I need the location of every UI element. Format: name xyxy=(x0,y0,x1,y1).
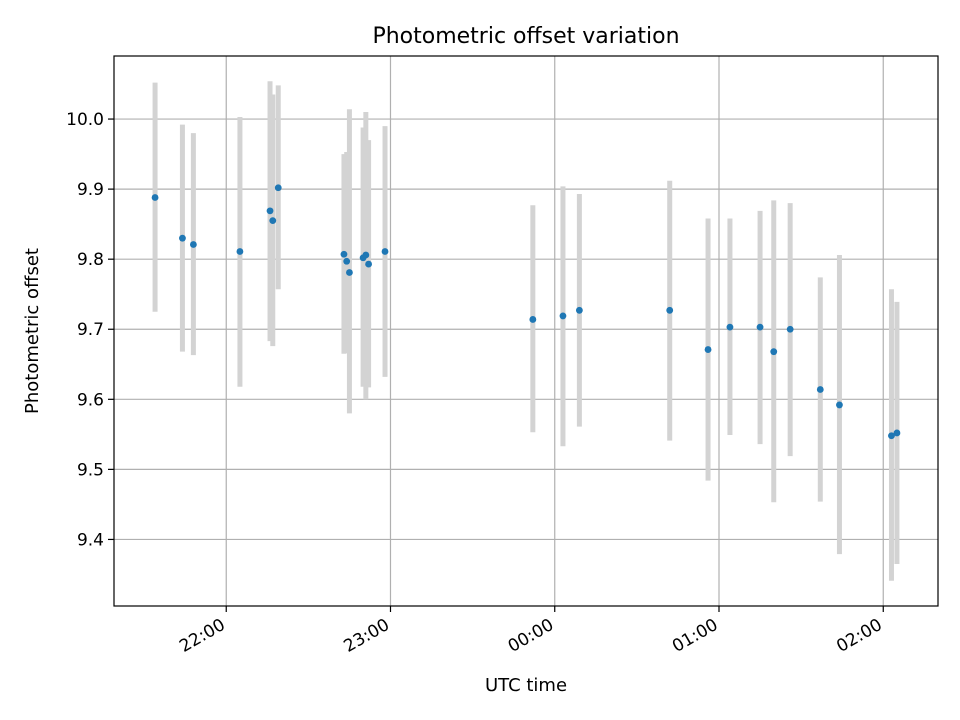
y-tick-label: 9.5 xyxy=(77,460,104,480)
y-tick-label: 9.8 xyxy=(77,250,104,270)
y-tick-label: 9.4 xyxy=(77,530,104,550)
data-point xyxy=(266,207,274,215)
plot-frame xyxy=(113,55,939,607)
y-axis: 9.4 9.5 9.6 9.7 9.8 9.9 10.0 xyxy=(66,110,114,550)
data-point xyxy=(893,429,901,437)
data-point xyxy=(189,241,197,248)
data-point xyxy=(726,323,734,331)
y-tick-label: 9.6 xyxy=(77,390,104,410)
data-point xyxy=(381,248,389,255)
data-point xyxy=(836,401,843,409)
y-tick-label: 9.9 xyxy=(77,180,104,200)
y-axis-label: Photometric offset xyxy=(22,248,43,414)
data-point xyxy=(362,251,370,259)
data-point xyxy=(704,346,712,353)
data-point xyxy=(340,250,348,258)
data-point xyxy=(236,248,244,255)
data-point xyxy=(529,316,537,323)
data-point xyxy=(559,312,567,320)
data-point xyxy=(274,184,282,192)
data-point xyxy=(888,432,895,440)
data-point xyxy=(575,306,583,314)
grid xyxy=(114,56,938,606)
data-point xyxy=(346,269,353,276)
data-point xyxy=(343,257,351,265)
data-point xyxy=(365,260,372,268)
data-point xyxy=(756,323,764,331)
data-point xyxy=(269,217,277,225)
data-point xyxy=(786,325,794,333)
x-axis-label: UTC time xyxy=(485,675,567,696)
data-points xyxy=(151,184,901,440)
data-point xyxy=(770,348,778,356)
data-point xyxy=(816,386,824,393)
data-point xyxy=(179,234,186,242)
data-point xyxy=(666,306,674,314)
chart-title: Photometric offset variation xyxy=(372,24,679,49)
y-tick-label: 9.7 xyxy=(77,320,104,340)
data-point xyxy=(151,194,159,201)
y-tick-label: 10.0 xyxy=(66,110,104,130)
